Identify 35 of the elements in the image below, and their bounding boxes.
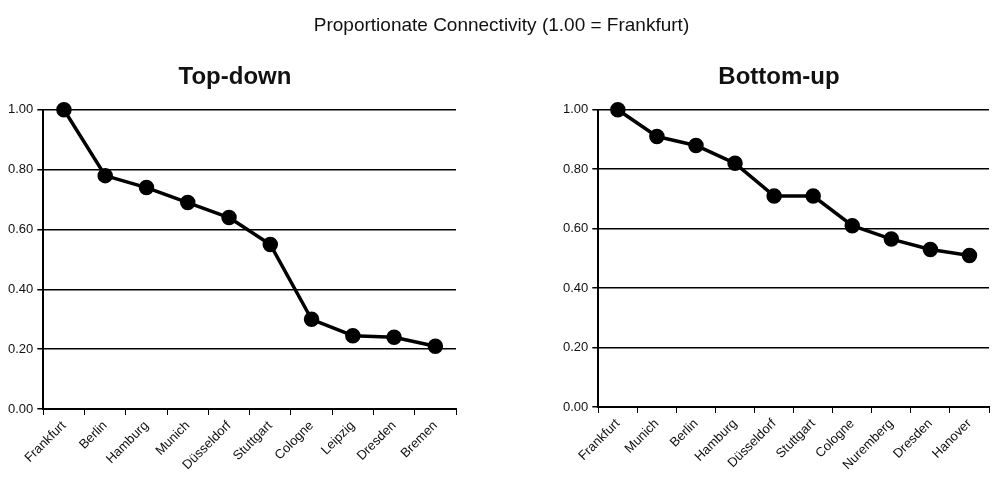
text: Proportionate Connectivity (1.00 = Frankfurt)	[312, 14, 691, 36]
y-tick-label: 0.40	[7, 280, 34, 296]
point	[56, 102, 72, 118]
point	[805, 188, 821, 204]
y-tick-label: 0.20	[7, 340, 34, 356]
chart-title: Bottom-up	[717, 62, 841, 91]
point	[610, 102, 626, 118]
point	[649, 128, 665, 145]
y-tick-label: 0.40	[562, 279, 589, 295]
point	[97, 167, 113, 184]
y-tick-label: 0.00	[562, 398, 589, 414]
point	[922, 241, 939, 258]
point	[138, 179, 155, 196]
y-tick-label: 0.20	[562, 339, 589, 355]
point	[427, 338, 444, 354]
y-tick-label: 1.00	[562, 101, 589, 117]
point	[688, 137, 704, 154]
point	[345, 327, 361, 344]
y-tick-label: 0.60	[562, 220, 589, 236]
point	[961, 247, 978, 264]
chart-title: Top-down	[177, 62, 293, 91]
point	[262, 236, 279, 253]
point	[386, 329, 402, 345]
y-tick-label: 0.80	[562, 160, 589, 176]
y-tick-label: 0.80	[7, 161, 34, 177]
point	[303, 311, 320, 328]
point	[883, 231, 900, 247]
y-tick-label: 0.60	[7, 221, 34, 237]
point	[221, 209, 237, 226]
point	[844, 217, 861, 234]
point	[727, 155, 743, 172]
point	[180, 194, 196, 211]
y-tick-label: 0.00	[7, 400, 34, 416]
y-tick-label: 1.00	[7, 101, 34, 117]
point	[766, 188, 782, 204]
